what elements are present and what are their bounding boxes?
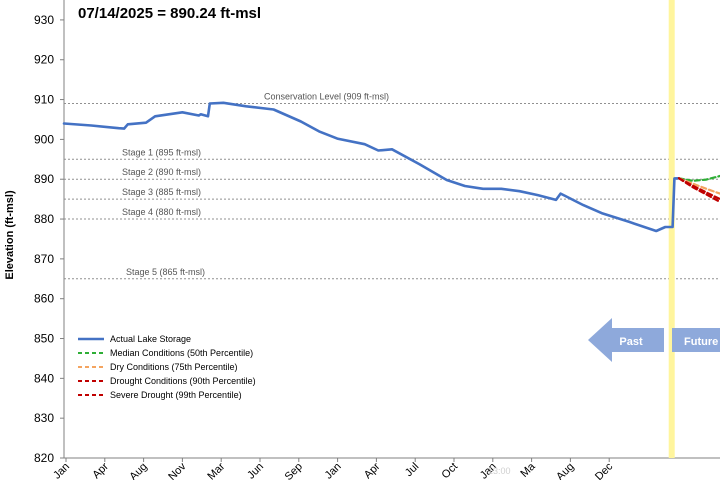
legend-entry: Drought Conditions (90th Percentile) (110, 376, 256, 386)
reference-line-label: Stage 3 (885 ft-msl) (122, 187, 201, 197)
future-arrow (672, 328, 720, 352)
x-tick-label: Jun (245, 461, 266, 480)
legend-entry: Severe Drought (99th Percentile) (110, 390, 242, 400)
reference-line-label: Stage 2 (890 ft-msl) (122, 167, 201, 177)
x-tick-label: Nov (166, 460, 189, 480)
y-tick-label: 920 (34, 53, 54, 67)
y-tick-label: 840 (34, 371, 54, 385)
reference-lines-group: Conservation Level (909 ft-msl) Stage 1 (… (64, 92, 720, 280)
x-tick-label: Dec (593, 460, 616, 480)
past-arrow (588, 318, 664, 362)
series-line-3 (677, 177, 720, 195)
x-tick-label: Ma (518, 460, 538, 480)
series-group (62, 101, 720, 233)
series-line-2 (677, 174, 720, 182)
y-tick-label: 900 (34, 132, 54, 146)
series-line-5 (677, 177, 720, 203)
future-arrow-label: Future (684, 336, 718, 348)
reference-line-label: Stage 5 (865 ft-msl) (126, 267, 205, 277)
reference-line-label: Conservation Level (909 ft-msl) (264, 92, 389, 102)
x-tick-label: Jan (51, 461, 72, 480)
reference-line-label: Stage 1 (895 ft-msl) (122, 147, 201, 157)
series-line-4 (677, 177, 720, 201)
x-tick-label: Aug (554, 461, 576, 480)
x-tick-label: Oct (440, 461, 461, 480)
y-tick-label: 880 (34, 212, 54, 226)
x-tick-label: Mar (205, 460, 227, 480)
reference-line-label: Stage 4 (880 ft-msl) (122, 207, 201, 217)
legend-entry: Dry Conditions (75th Percentile) (110, 362, 238, 372)
current-date-marker-group (668, 0, 675, 458)
legend-group: Actual Lake Storage Median Conditions (50… (78, 334, 256, 400)
x-tick-label: Apr (362, 460, 383, 480)
legend-entry: Actual Lake Storage (110, 334, 191, 344)
current-date-marker (668, 0, 675, 458)
past-future-arrows-group: Past Future (588, 318, 720, 362)
y-axis-label: Elevation (ft-msl) (4, 190, 16, 280)
x-tick-label: Jan (323, 461, 344, 480)
x-tick-label: Apr (90, 460, 111, 480)
legend-entry: Median Conditions (50th Percentile) (110, 348, 253, 358)
y-tick-label: 910 (34, 93, 54, 107)
y-tick-label: 930 (34, 13, 54, 27)
x-tick-label: Sep (283, 461, 305, 480)
x-tick-label: Jul (403, 461, 421, 479)
x-tick-label: Aug (127, 461, 149, 480)
y-tick-label: 870 (34, 252, 54, 266)
chart-title: 07/14/2025 = 890.24 ft-msl (78, 5, 261, 22)
y-tick-label: 890 (34, 172, 54, 186)
y-tick-label: 820 (34, 451, 54, 465)
y-tick-label: 850 (34, 332, 54, 346)
watermark-text: 13:00 (488, 466, 511, 476)
y-tick-label: 830 (34, 411, 54, 425)
axes-group: 820 830 840 850 860 870 880 890 900 910 920 930 Jan A… (34, 0, 720, 480)
past-arrow-label: Past (619, 336, 643, 348)
series-line-1 (62, 101, 681, 233)
y-tick-label: 860 (34, 292, 54, 306)
